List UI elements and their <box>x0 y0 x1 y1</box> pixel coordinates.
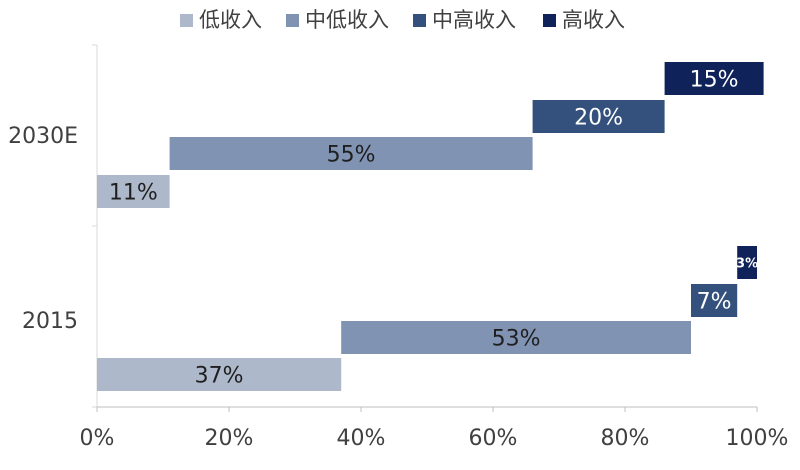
data-label: 37% <box>195 364 244 389</box>
bar <box>532 100 665 133</box>
bar <box>97 175 170 208</box>
x-tick-label: 40% <box>337 426 386 451</box>
bar <box>691 284 738 317</box>
bar <box>97 358 342 391</box>
legend-label: 中低收入 <box>305 8 389 32</box>
bar <box>341 321 691 354</box>
legend-item: 低收入 <box>180 8 262 32</box>
data-label: 53% <box>492 327 541 352</box>
bars: 11% 55% 20% 15% 37% 53% 7% 3% <box>97 62 764 391</box>
bar <box>169 137 533 170</box>
x-tick-label: 80% <box>601 426 650 451</box>
legend-swatch <box>543 14 556 27</box>
legend-item: 中高收入 <box>413 8 516 32</box>
legend-swatch <box>180 14 193 27</box>
legend-item: 中低收入 <box>286 8 389 32</box>
data-label: 20% <box>574 106 623 131</box>
x-tick-label: 60% <box>469 426 518 451</box>
data-label: 55% <box>327 143 376 168</box>
legend-label: 中高收入 <box>432 8 516 32</box>
bar <box>664 62 764 95</box>
x-tick-label: 20% <box>205 426 254 451</box>
x-tick-label: 100% <box>726 426 789 451</box>
category-label: 2030E <box>8 124 78 149</box>
data-label: 3% <box>736 257 758 272</box>
legend-label: 低收入 <box>199 8 262 32</box>
legend-label: 高收入 <box>562 8 625 32</box>
data-label: 15% <box>690 68 739 93</box>
data-label: 11% <box>109 181 158 206</box>
data-label: 7% <box>697 290 732 315</box>
legend-swatch <box>413 14 426 27</box>
legend: 低收入 中低收入 中高收入 高收入 <box>180 8 625 32</box>
legend-item: 高收入 <box>543 8 625 32</box>
axes: 0% 20% 40% 60% 80% 100% 2030E 2015 <box>8 44 789 451</box>
category-label: 2015 <box>22 309 78 334</box>
bar <box>737 246 757 279</box>
x-tick-label: 0% <box>80 426 115 451</box>
legend-swatch <box>286 14 299 27</box>
